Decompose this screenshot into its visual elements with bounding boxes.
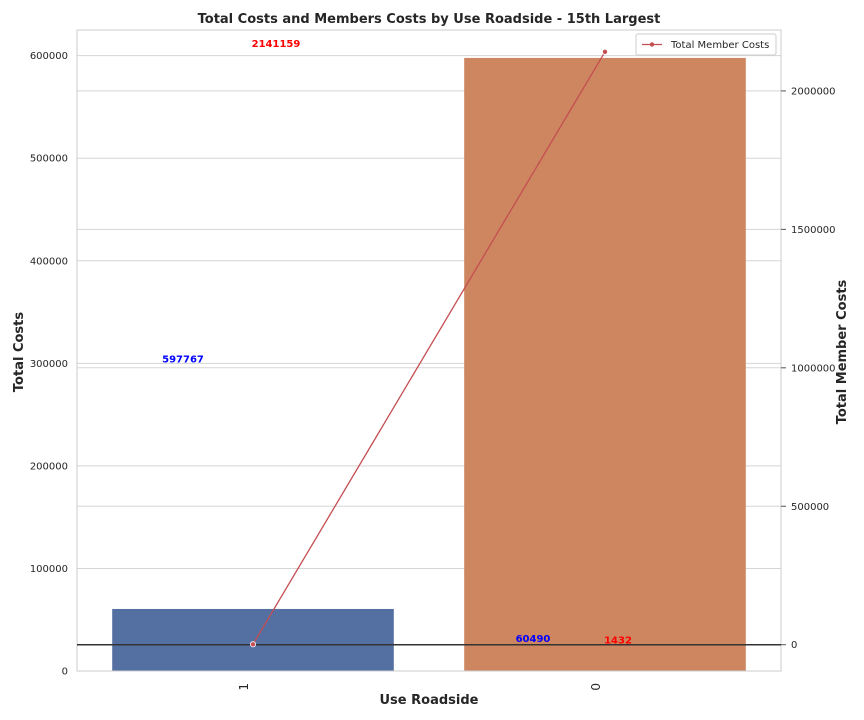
member-costs-point <box>602 48 609 55</box>
legend-box <box>635 33 777 56</box>
category-tick-label: 1 <box>237 683 251 691</box>
right-tick-label: 2000000 <box>791 86 836 97</box>
bar <box>464 57 746 671</box>
x-axis-label: Use Roadside <box>380 693 479 708</box>
y2-axis-label: Total Member Costs <box>835 279 850 424</box>
category-tick-label: 0 <box>589 683 603 691</box>
right-tick-label: 1000000 <box>791 363 836 374</box>
left-tick-label: 400000 <box>30 256 68 267</box>
left-tick-labels: 0 100000 200000 300000 400000 500000 600000 <box>30 51 68 677</box>
legend-marker <box>649 42 655 47</box>
left-tick-label: 300000 <box>30 359 68 370</box>
left-tick-label: 500000 <box>30 154 68 165</box>
left-tick-label: 600000 <box>30 51 68 62</box>
member-costs-point <box>249 641 256 648</box>
data-labels: 597767 60490 2141159 1432 <box>162 39 632 647</box>
plot-frame <box>76 29 782 672</box>
right-tick-label: 500000 <box>791 502 829 513</box>
y-axis-label: Total Costs <box>12 312 27 392</box>
bar-value-label: 597767 <box>162 354 204 365</box>
right-tick-label: 1500000 <box>791 225 836 236</box>
right-tick-labels: 0 500000 1000000 1500000 2000000 <box>781 86 836 651</box>
line-value-label: 1432 <box>604 636 632 647</box>
member-costs-line <box>252 51 606 645</box>
legend-label: Total Member Costs <box>670 40 769 51</box>
left-tick-label: 100000 <box>30 564 68 575</box>
legend: Total Member Costs <box>635 33 777 56</box>
bar <box>112 608 394 671</box>
left-tick-label: 0 <box>62 667 68 678</box>
bars <box>112 57 746 671</box>
line-series <box>249 48 609 648</box>
right-tick-label: 0 <box>791 640 797 651</box>
left-tick-label: 200000 <box>30 461 68 472</box>
chart-title: Total Costs and Members Costs by Use Roa… <box>198 12 661 27</box>
line-value-label: 2141159 <box>252 39 301 50</box>
bar-value-label: 60490 <box>516 634 551 645</box>
